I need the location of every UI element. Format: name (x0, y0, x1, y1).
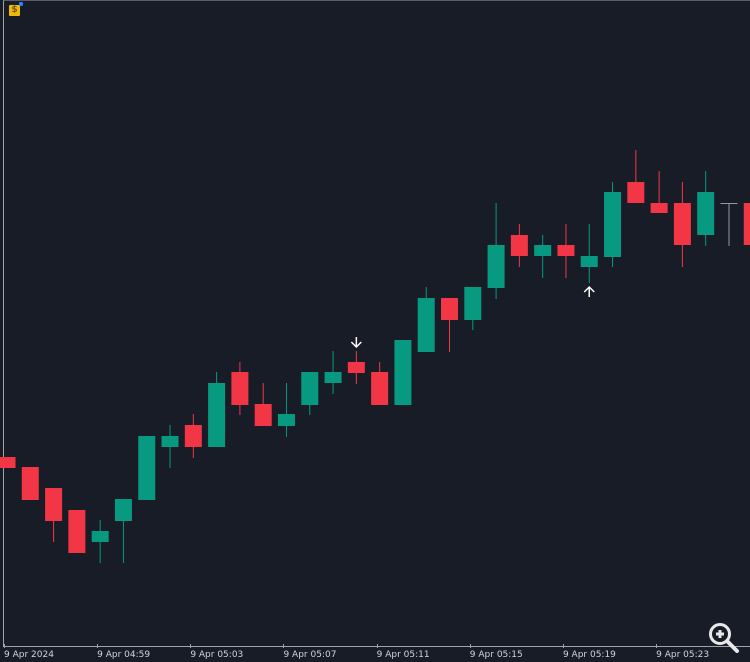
candle[interactable] (510, 224, 528, 267)
candle[interactable] (534, 235, 552, 278)
candle[interactable] (697, 171, 715, 246)
candle-body (114, 499, 132, 521)
x-tick (4, 644, 5, 648)
x-tick-label: 9 Apr 2024 (4, 650, 54, 660)
candle-body (0, 457, 16, 468)
x-tick (656, 644, 658, 648)
x-tick (562, 644, 564, 648)
candle-body (301, 372, 319, 405)
candle[interactable] (441, 298, 459, 352)
arrow-down-icon (350, 337, 362, 349)
candle[interactable] (301, 372, 319, 415)
x-tick (283, 644, 285, 648)
candle-body (650, 203, 668, 213)
x-tick (469, 644, 471, 648)
candle-body (324, 372, 342, 383)
candle[interactable] (371, 362, 389, 405)
candle-body (231, 372, 249, 405)
candle[interactable] (627, 150, 645, 203)
candle-body (254, 404, 272, 426)
candle[interactable] (394, 340, 412, 405)
candle-body (557, 245, 575, 256)
candle[interactable] (720, 203, 738, 246)
candle-body (464, 287, 482, 320)
dollar-file-icon[interactable]: $ (9, 2, 23, 16)
candle-body (441, 298, 459, 320)
candle-body (394, 340, 412, 405)
candle[interactable] (650, 171, 668, 213)
candle-body (673, 203, 691, 245)
candle[interactable] (68, 510, 86, 553)
arrow-up-icon (583, 285, 595, 297)
candle-body (91, 531, 109, 542)
candle[interactable] (557, 224, 575, 278)
x-tick-label: 9 Apr 05:19 (562, 650, 616, 660)
candle-body (68, 510, 86, 553)
candle[interactable] (114, 499, 132, 563)
candle-body (604, 192, 622, 257)
x-tick-label: 9 Apr 04:59 (97, 650, 151, 660)
candle-body (208, 383, 226, 447)
candle[interactable] (673, 182, 691, 267)
candle[interactable] (91, 520, 109, 563)
candle[interactable] (464, 287, 482, 330)
x-tick (376, 644, 378, 648)
candle-body (277, 414, 295, 426)
candle[interactable] (743, 192, 750, 245)
x-tick-label: 9 Apr 05:23 (656, 650, 710, 660)
candle-body (45, 488, 63, 521)
candle[interactable] (604, 182, 622, 267)
candle-body (417, 298, 435, 352)
candle[interactable] (45, 488, 63, 542)
candle-body (534, 245, 552, 256)
candle[interactable] (254, 383, 272, 426)
candle-body (184, 425, 202, 447)
x-tick-label: 9 Apr 05:07 (283, 650, 337, 660)
candle[interactable] (347, 351, 365, 384)
candle[interactable] (487, 203, 505, 299)
candle[interactable] (231, 362, 249, 415)
candle-body (161, 436, 179, 447)
x-tick (97, 644, 99, 648)
chart-frame (3, 0, 750, 647)
x-tick (190, 644, 192, 648)
candle[interactable] (277, 383, 295, 437)
x-tick-label: 9 Apr 05:15 (469, 650, 523, 660)
candle[interactable] (161, 425, 179, 468)
candle-body (627, 182, 645, 203)
candle-body (371, 372, 389, 405)
zoom-in-icon[interactable] (707, 621, 741, 655)
candle-body (21, 467, 39, 500)
candle[interactable] (138, 436, 156, 500)
candle[interactable] (208, 372, 226, 447)
candle[interactable] (0, 457, 16, 468)
candle[interactable] (184, 414, 202, 458)
candle[interactable] (324, 351, 342, 394)
candle-body (580, 256, 598, 267)
x-tick-label: 9 Apr 05:03 (190, 650, 244, 660)
candle[interactable] (417, 287, 435, 352)
candle-body (697, 192, 715, 235)
candle-body (347, 362, 365, 373)
candle-body (510, 235, 528, 256)
x-tick-label: 9 Apr 05:11 (376, 650, 430, 660)
candle[interactable] (21, 467, 39, 500)
candle-body (487, 245, 505, 288)
candle-body (743, 203, 750, 245)
candle-body (138, 436, 156, 500)
candle-body (720, 203, 738, 204)
candle[interactable] (580, 224, 598, 283)
